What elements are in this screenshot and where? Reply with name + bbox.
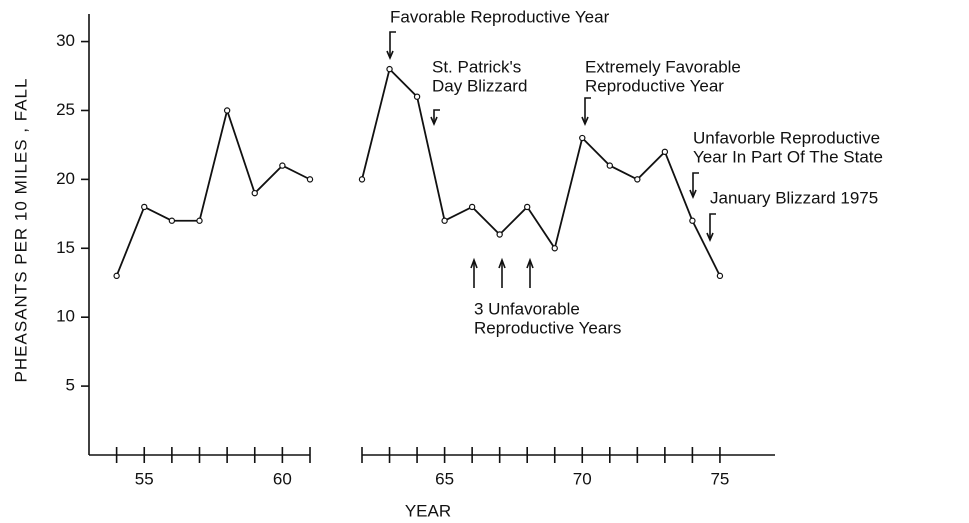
x-tick-label: 60 [273,469,292,488]
y-axis-label: PHEASANTS PER 10 MILES , FALL [11,78,30,383]
arrow-head [581,116,589,127]
point [441,217,448,224]
arrow-head [470,257,478,269]
point [358,176,366,183]
point [386,65,393,73]
arrow-head [430,116,438,127]
arrow-head [386,50,394,61]
annotation: Reproductive Year [585,76,724,95]
point [413,93,421,100]
annotation: St. Patrick's [432,57,521,76]
y-tick-label: 10 [56,307,75,326]
arrow-head [706,232,714,243]
point [468,203,476,211]
x-tick-label: 75 [710,469,729,488]
annotation: January Blizzard 1975 [710,188,878,207]
annotation: Favorable Reproductive Year [390,7,610,26]
y-tick-label: 15 [56,238,75,257]
y-tick-label: 20 [56,169,75,188]
point [606,162,614,169]
y-tick-label: 5 [66,376,75,395]
annotation: Day Blizzard [432,76,527,95]
x-tick-label: 65 [435,469,454,488]
annotation: Unfavorble Reproductive [693,128,880,147]
y-tick-label: 25 [56,100,75,119]
point [306,176,314,183]
annotation: Reproductive Years [474,318,621,337]
point [251,189,258,197]
x-tick-label: 55 [135,469,154,488]
arrow-head [689,189,697,200]
y-tick-label: 30 [56,31,75,50]
point [579,134,586,142]
point [141,203,148,211]
line [361,67,721,277]
point [113,272,120,280]
annotation: 3 Unfavorable [474,299,580,318]
point [196,217,203,224]
line [115,107,311,277]
x-axis-label: YEAR [405,501,451,520]
arrow [584,97,591,124]
point [689,217,696,224]
point [551,245,558,252]
x-tick-label: 70 [573,469,592,488]
arrow [389,31,396,58]
arrow [433,109,440,124]
arrow-head [498,257,506,269]
arrow [692,172,699,197]
point [279,162,286,169]
point [634,176,641,183]
point [716,272,724,280]
point [223,107,231,114]
point [524,203,531,211]
arrow [709,213,716,240]
point [168,217,176,224]
point [496,231,503,238]
point [661,148,669,156]
annotation: Extremely Favorable [585,57,741,76]
annotation: Year In Part Of The State [693,147,883,166]
arrow-head [526,257,534,269]
